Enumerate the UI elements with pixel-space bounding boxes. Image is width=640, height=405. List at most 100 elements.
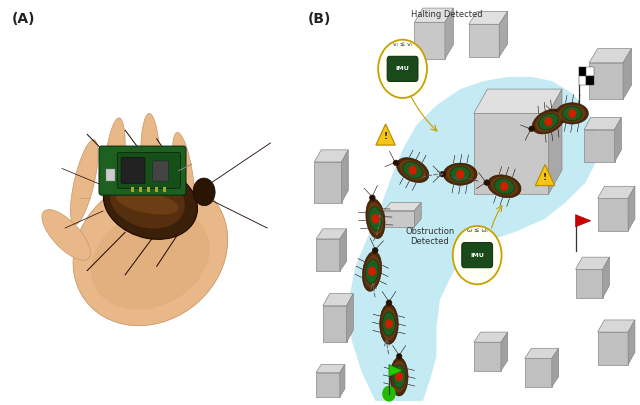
Circle shape: [385, 320, 392, 328]
FancyBboxPatch shape: [155, 187, 157, 192]
Ellipse shape: [173, 132, 195, 216]
Polygon shape: [367, 202, 383, 235]
Polygon shape: [381, 307, 397, 341]
Polygon shape: [399, 160, 426, 180]
Polygon shape: [525, 348, 559, 358]
Text: Halting Detected: Halting Detected: [411, 10, 483, 19]
Circle shape: [545, 117, 552, 126]
Polygon shape: [623, 49, 632, 99]
Polygon shape: [584, 117, 621, 130]
Polygon shape: [365, 259, 379, 283]
Polygon shape: [446, 165, 474, 183]
Ellipse shape: [369, 195, 375, 200]
Ellipse shape: [193, 178, 215, 206]
Polygon shape: [535, 164, 555, 185]
Circle shape: [372, 215, 379, 223]
Ellipse shape: [103, 166, 198, 239]
Polygon shape: [348, 77, 596, 401]
Polygon shape: [586, 76, 594, 85]
Ellipse shape: [141, 113, 160, 211]
Ellipse shape: [484, 180, 490, 185]
Polygon shape: [314, 150, 348, 162]
Polygon shape: [598, 320, 635, 332]
Circle shape: [378, 40, 427, 98]
Circle shape: [457, 170, 463, 178]
Polygon shape: [474, 89, 562, 113]
FancyBboxPatch shape: [121, 158, 145, 183]
Ellipse shape: [552, 111, 558, 116]
Text: Obstruction
Detected: Obstruction Detected: [405, 227, 454, 246]
Text: !: !: [383, 132, 388, 141]
Polygon shape: [389, 364, 403, 377]
Polygon shape: [347, 294, 353, 342]
Polygon shape: [579, 76, 586, 85]
Polygon shape: [384, 202, 421, 211]
Circle shape: [383, 386, 395, 401]
Polygon shape: [494, 179, 515, 194]
Text: IMU: IMU: [396, 66, 410, 71]
Polygon shape: [559, 104, 586, 122]
Polygon shape: [316, 229, 347, 239]
Polygon shape: [403, 162, 422, 179]
Polygon shape: [556, 103, 588, 124]
Circle shape: [452, 226, 502, 284]
Polygon shape: [548, 89, 562, 194]
Polygon shape: [340, 364, 345, 397]
Polygon shape: [474, 332, 508, 342]
Ellipse shape: [440, 171, 445, 177]
Polygon shape: [552, 348, 559, 387]
Polygon shape: [380, 304, 398, 344]
Polygon shape: [397, 158, 429, 183]
Ellipse shape: [109, 172, 185, 229]
Polygon shape: [474, 113, 548, 194]
Polygon shape: [316, 364, 345, 373]
Polygon shape: [362, 252, 381, 291]
FancyBboxPatch shape: [163, 187, 166, 192]
Circle shape: [569, 109, 575, 117]
Polygon shape: [525, 358, 552, 387]
FancyBboxPatch shape: [140, 187, 142, 192]
Polygon shape: [499, 11, 508, 57]
Ellipse shape: [529, 126, 534, 132]
Polygon shape: [589, 63, 623, 99]
Polygon shape: [563, 106, 582, 121]
Polygon shape: [340, 229, 347, 271]
Polygon shape: [323, 306, 347, 342]
Text: !: !: [543, 173, 547, 182]
FancyBboxPatch shape: [117, 152, 180, 188]
Ellipse shape: [91, 209, 210, 310]
Polygon shape: [539, 113, 558, 130]
FancyBboxPatch shape: [131, 187, 134, 192]
Polygon shape: [579, 67, 586, 76]
Polygon shape: [444, 163, 477, 185]
Ellipse shape: [386, 300, 392, 305]
FancyBboxPatch shape: [387, 56, 418, 81]
Polygon shape: [383, 312, 396, 336]
Polygon shape: [316, 373, 340, 397]
Polygon shape: [598, 186, 635, 198]
Polygon shape: [384, 211, 415, 227]
Polygon shape: [535, 111, 562, 132]
Polygon shape: [450, 166, 470, 182]
FancyBboxPatch shape: [147, 187, 150, 192]
Polygon shape: [589, 49, 632, 63]
Ellipse shape: [42, 209, 90, 260]
FancyBboxPatch shape: [153, 161, 169, 181]
Polygon shape: [468, 11, 508, 24]
Ellipse shape: [104, 118, 125, 214]
Polygon shape: [586, 67, 594, 76]
Ellipse shape: [396, 354, 402, 359]
Circle shape: [410, 166, 416, 174]
Polygon shape: [366, 199, 385, 239]
Polygon shape: [598, 332, 628, 364]
Polygon shape: [376, 124, 396, 145]
FancyBboxPatch shape: [106, 169, 115, 181]
Ellipse shape: [70, 140, 98, 225]
Ellipse shape: [73, 177, 228, 326]
Polygon shape: [314, 162, 342, 202]
Polygon shape: [598, 198, 628, 231]
Polygon shape: [468, 24, 499, 57]
Polygon shape: [369, 207, 382, 231]
Polygon shape: [392, 361, 406, 392]
Circle shape: [369, 267, 376, 275]
